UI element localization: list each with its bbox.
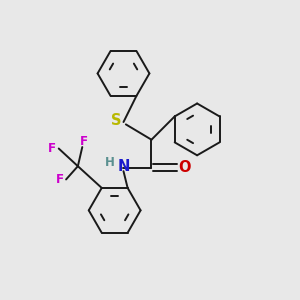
Text: O: O: [178, 160, 191, 175]
Text: F: F: [80, 135, 88, 148]
Text: N: N: [117, 159, 130, 174]
Text: S: S: [111, 113, 122, 128]
Text: F: F: [48, 142, 56, 155]
Text: F: F: [56, 173, 64, 186]
Text: H: H: [104, 156, 114, 169]
